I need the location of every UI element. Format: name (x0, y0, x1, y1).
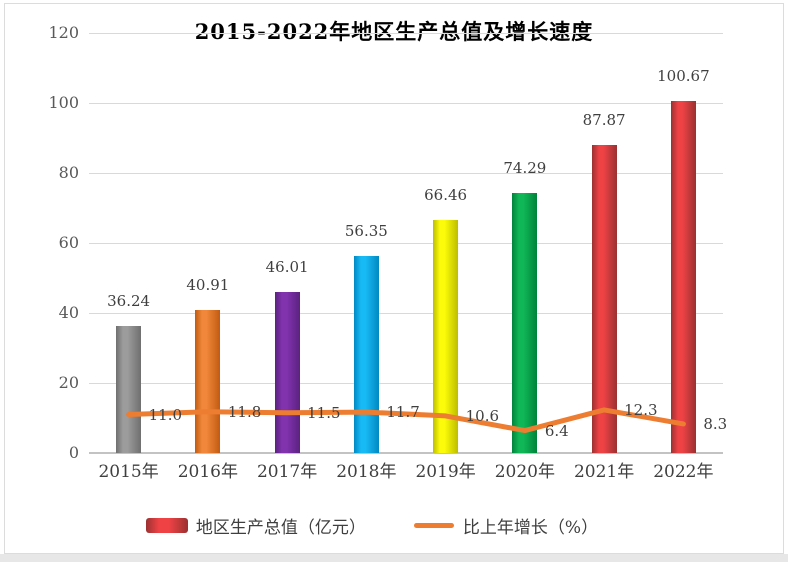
bar-2020年 (512, 192, 538, 453)
line-value-label: 8.3 (703, 414, 728, 433)
bar-value-label: 100.67 (657, 66, 710, 85)
bar-value-label: 74.29 (503, 158, 547, 177)
chart-frame (4, 3, 784, 554)
line-value-label: 10.6 (465, 406, 500, 425)
x-tick-label: 2021年 (573, 462, 635, 482)
x-axis-line (89, 452, 723, 454)
bar-series-swatch (145, 518, 188, 533)
gridline (89, 242, 723, 244)
x-tick-label: 2019年 (415, 462, 476, 482)
gridline (89, 382, 723, 384)
x-tick-label: 2020年 (494, 462, 555, 482)
plot-area: 0 20 40 60 80 100 120 36.24 40.91 46.01 56.35 66.4… (48, 23, 727, 482)
bar-value-label: 56.35 (344, 221, 388, 240)
gridline (89, 172, 723, 174)
y-tick-label: 20 (58, 373, 79, 392)
legend-label-growth: 比上年增长（%） (462, 518, 599, 538)
bar-2018年 (353, 255, 379, 453)
x-tick-label: 2016年 (177, 462, 238, 482)
bar-2015年 (116, 326, 142, 453)
line-value-label: 11.5 (307, 403, 341, 422)
bar-2016年 (195, 309, 221, 453)
legend: 地区生产总值（亿元） 比上年增长（%） (0, 513, 766, 538)
line-value-label: 11.7 (386, 403, 420, 422)
line-value-label: 12.3 (624, 400, 658, 419)
x-tick-label: 2018年 (336, 462, 397, 482)
line-series (126, 407, 686, 434)
bar-2022年 (670, 100, 696, 453)
y-tick-label: 80 (58, 163, 79, 182)
bottom-strip (0, 554, 788, 562)
y-tick-label: 120 (48, 23, 79, 42)
y-tick-label: 0 (68, 443, 79, 462)
chart-title: 2015-2022年地区生产总值及增长速度 (194, 19, 594, 44)
bar-value-label: 36.24 (107, 292, 151, 311)
line-series-swatch (413, 523, 454, 528)
line-value-label: 6.4 (544, 421, 569, 440)
bar-value-label: 87.87 (582, 111, 626, 130)
bar-2017年 (274, 291, 300, 453)
y-tick-label: 40 (58, 303, 79, 322)
x-tick-label: 2017年 (256, 462, 318, 482)
bar-value-label: 40.91 (186, 275, 230, 294)
line-value-label: 11.8 (227, 402, 262, 421)
bar-value-label: 66.46 (424, 186, 468, 205)
gridline (89, 32, 723, 34)
y-tick-label: 60 (58, 233, 79, 252)
bar-value-label: 46.01 (265, 257, 309, 276)
x-tick-label: 2022年 (653, 462, 714, 482)
y-tick-label: 100 (48, 93, 79, 112)
gridline (89, 102, 723, 104)
line-value-label: 11.0 (148, 405, 183, 424)
bar-2021年 (591, 145, 617, 453)
legend-item-gdp: 地区生产总值（亿元） (145, 513, 366, 538)
gridline (89, 312, 723, 314)
legend-item-growth: 比上年增长（%） (413, 513, 599, 538)
growth-line (126, 407, 686, 434)
x-tick-label: 2015年 (98, 462, 159, 482)
legend-label-gdp: 地区生产总值（亿元） (195, 518, 366, 538)
